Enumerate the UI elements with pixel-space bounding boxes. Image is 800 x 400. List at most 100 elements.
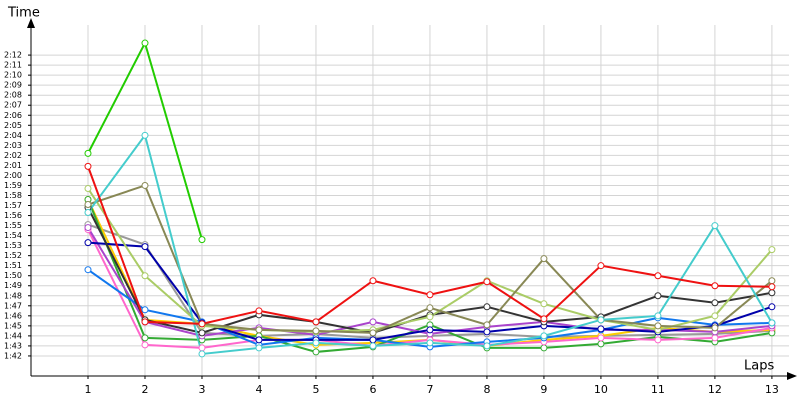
point [597,262,605,270]
y-tick-label: 1:42 [4,351,22,360]
y-tick-label: 1:54 [4,231,22,240]
point [654,272,662,280]
x-tick-label: 8 [483,383,490,396]
point [426,313,434,321]
point [654,312,662,320]
point [768,246,776,254]
point [654,336,662,344]
point [255,344,263,352]
point [654,322,662,330]
point [711,334,719,342]
point [483,328,491,336]
point [84,201,92,209]
point [483,342,491,350]
x-tick-label: 9 [540,383,547,396]
x-tick-label: 13 [765,383,779,396]
point [84,149,92,157]
y-tick-label: 2:01 [4,161,22,170]
point [369,318,377,326]
x-axis-arrow [787,372,797,380]
y-tick-label: 1:49 [4,281,22,290]
point [198,236,206,244]
point [141,243,149,251]
point [369,336,377,344]
y-tick-label: 1:57 [4,201,22,210]
point [141,341,149,349]
x-tick-label: 11 [651,383,665,396]
point [711,282,719,290]
y-tick-label: 1:55 [4,221,22,230]
y-tick-label: 2:10 [4,71,22,80]
point [141,306,149,314]
point [141,272,149,280]
x-tick-label: 12 [708,383,722,396]
point [711,312,719,320]
point [597,325,605,333]
y-tick-label: 2:12 [4,51,22,60]
point [141,131,149,139]
point [597,316,605,324]
point [483,278,491,286]
point [369,342,377,350]
x-tick-label: 1 [84,383,91,396]
y-tick-label: 1:48 [4,291,22,300]
point [84,162,92,170]
point [540,332,548,340]
point [768,289,776,297]
y-tick-label: 2:08 [4,91,22,100]
point [141,39,149,47]
x-tick-label: 3 [198,383,205,396]
point [369,277,377,285]
point [255,326,263,334]
point [312,339,320,347]
point [426,326,434,334]
point [198,344,206,352]
y-tick-label: 2:06 [4,111,22,120]
point [369,329,377,337]
point [768,319,776,327]
point [312,318,320,326]
y-tick-label: 1:50 [4,271,22,280]
y-tick-label: 1:47 [4,301,22,310]
point [255,307,263,315]
y-tick-label: 1:52 [4,251,22,260]
x-tick-label: 4 [255,383,262,396]
point [84,224,92,232]
point [483,303,491,311]
x-tick-label: 10 [594,383,608,396]
point [312,348,320,356]
point [768,277,776,285]
y-tick-label: 2:00 [4,171,22,180]
y-tick-label: 1:53 [4,241,22,250]
y-tick-label: 2:07 [4,101,22,110]
x-tick-label: 5 [312,383,319,396]
point [711,222,719,230]
y-tick-label: 1:46 [4,311,22,320]
y-tick-label: 2:04 [4,131,22,140]
y-tick-label: 2:02 [4,151,22,160]
x-tick-label: 2 [141,383,148,396]
point [540,344,548,352]
point [768,303,776,311]
y-tick-label: 1:43 [4,341,22,350]
point [540,300,548,308]
point [540,315,548,323]
x-tick-label: 7 [426,383,433,396]
point [255,336,263,344]
point [198,350,206,358]
point [84,239,92,247]
y-tick-label: 2:05 [4,121,22,130]
point [141,318,149,326]
point [597,334,605,342]
point [312,327,320,335]
y-tick-label: 1:44 [4,331,22,340]
x-axis-label: Laps [744,359,774,374]
point [198,329,206,337]
y-tick-label: 1:58 [4,191,22,200]
point [426,304,434,312]
point [426,339,434,347]
y-axis-label: Time [7,6,40,21]
point [84,184,92,192]
point [540,255,548,263]
